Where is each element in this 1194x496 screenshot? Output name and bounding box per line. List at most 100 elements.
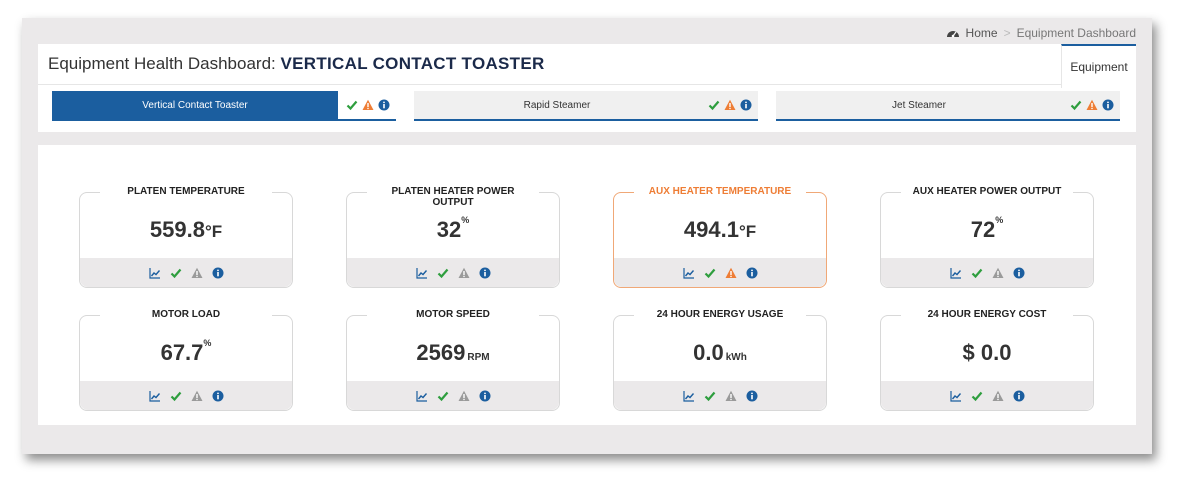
check-icon <box>704 268 715 278</box>
line-chart-icon[interactable] <box>949 390 962 402</box>
info-icon[interactable] <box>746 390 758 402</box>
tab-status-icons <box>346 91 390 119</box>
line-chart-icon[interactable] <box>682 390 695 402</box>
metric-title: 24 HOUR ENERGY USAGE <box>634 309 806 320</box>
metric-tile-aux-heater-temperature[interactable]: AUX HEATER TEMPERATURE 494.1°F <box>613 186 827 288</box>
tab-label: Rapid Steamer <box>523 99 591 111</box>
tab-rapid-steamer[interactable]: Rapid Steamer <box>414 91 758 121</box>
metric-unit: % <box>461 215 470 225</box>
tab-label: Vertical Contact Toaster <box>52 91 338 119</box>
metric-value: 494.1°F <box>614 217 826 243</box>
info-icon[interactable] <box>479 390 491 402</box>
metric-tile-24-hour-energy-usage[interactable]: 24 HOUR ENERGY USAGE 0.0 kWh <box>613 309 827 411</box>
line-chart-icon[interactable] <box>949 267 962 279</box>
warning-icon[interactable] <box>362 99 374 111</box>
dashboard-frame: Home > Equipment Dashboard Equipment Hea… <box>22 18 1152 454</box>
check-icon <box>437 391 448 401</box>
tab-equipment[interactable]: Equipment <box>1061 44 1136 88</box>
tab-jet-steamer[interactable]: Jet Steamer <box>776 91 1120 121</box>
metric-unit: RPM <box>467 352 490 363</box>
dashboard-gauge-icon <box>946 31 959 38</box>
warning-icon[interactable] <box>191 267 203 279</box>
breadcrumb-separator: > <box>1003 26 1011 40</box>
metric-number: 559.8 <box>149 217 205 242</box>
metric-number: $ 0.0 <box>962 340 1012 365</box>
equipment-tabs: Vertical Contact Toaster Rapid Steamer J… <box>52 91 1122 121</box>
info-icon[interactable] <box>378 99 390 111</box>
metric-unit: % <box>203 338 212 348</box>
info-icon[interactable] <box>212 267 224 279</box>
tab-label: Jet Steamer <box>892 99 946 111</box>
tab-status-icons <box>1070 91 1114 119</box>
line-chart-icon[interactable] <box>415 390 428 402</box>
metric-value: 32% <box>347 215 559 243</box>
warning-icon[interactable] <box>725 390 737 402</box>
metric-actions <box>614 381 826 410</box>
info-icon[interactable] <box>479 267 491 279</box>
metrics-panel: PLATEN TEMPERATURE 559.8°F PLATEN HEATER… <box>38 145 1136 425</box>
warning-icon[interactable] <box>992 267 1004 279</box>
check-icon <box>971 391 982 401</box>
page-title: Equipment Health Dashboard: VERTICAL CON… <box>48 54 545 74</box>
check-icon <box>437 268 448 278</box>
warning-icon[interactable] <box>458 267 470 279</box>
metric-number: 72 <box>970 217 996 242</box>
metric-actions <box>347 381 559 410</box>
warning-icon[interactable] <box>1086 99 1098 111</box>
info-icon[interactable] <box>746 267 758 279</box>
line-chart-icon[interactable] <box>148 390 161 402</box>
metric-tile-24-hour-energy-cost[interactable]: 24 HOUR ENERGY COST $ 0.0 <box>880 309 1094 411</box>
metric-title: AUX HEATER POWER OUTPUT <box>901 186 1073 197</box>
warning-icon[interactable] <box>725 267 737 279</box>
check-icon <box>971 268 982 278</box>
metric-unit: °F <box>204 222 223 241</box>
info-icon[interactable] <box>1102 99 1114 111</box>
warning-icon[interactable] <box>458 390 470 402</box>
metric-value: $ 0.0 <box>881 340 1093 366</box>
metric-actions <box>347 258 559 287</box>
breadcrumb-home-link[interactable]: Home <box>965 26 998 40</box>
metric-value: 72% <box>881 215 1093 243</box>
divider <box>38 84 1062 85</box>
check-icon <box>704 391 715 401</box>
metric-number: 494.1 <box>683 217 739 242</box>
metric-title: PLATEN HEATER POWER OUTPUT <box>367 186 539 208</box>
check-icon <box>346 100 358 111</box>
metric-tile-motor-load[interactable]: MOTOR LOAD 67.7% <box>79 309 293 411</box>
warning-icon[interactable] <box>724 99 736 111</box>
info-icon[interactable] <box>212 390 224 402</box>
metric-value: 559.8°F <box>80 217 292 243</box>
metric-value: 0.0 kWh <box>614 340 826 366</box>
metric-tile-aux-heater-power-output[interactable]: AUX HEATER POWER OUTPUT 72% <box>880 186 1094 288</box>
metric-actions <box>80 258 292 287</box>
info-icon[interactable] <box>1013 390 1025 402</box>
line-chart-icon[interactable] <box>415 267 428 279</box>
info-icon[interactable] <box>740 99 752 111</box>
metric-title: PLATEN TEMPERATURE <box>100 186 272 197</box>
line-chart-icon[interactable] <box>682 267 695 279</box>
metric-actions <box>614 258 826 287</box>
metric-actions <box>881 381 1093 410</box>
page-title-prefix: Equipment Health Dashboard: <box>48 54 276 73</box>
check-icon <box>170 268 181 278</box>
metric-tile-motor-speed[interactable]: MOTOR SPEED 2569 RPM <box>346 309 560 411</box>
tab-status-icons <box>708 91 752 119</box>
check-icon <box>1070 100 1082 111</box>
warning-icon[interactable] <box>992 390 1004 402</box>
warning-icon[interactable] <box>191 390 203 402</box>
metric-number: 32 <box>436 217 462 242</box>
info-icon[interactable] <box>1013 267 1025 279</box>
metric-number: 67.7 <box>160 340 204 365</box>
metric-value: 2569 RPM <box>347 340 559 366</box>
metric-title: 24 HOUR ENERGY COST <box>901 309 1073 320</box>
check-icon <box>170 391 181 401</box>
breadcrumb-current: Equipment Dashboard <box>1016 26 1136 40</box>
breadcrumb: Home > Equipment Dashboard <box>946 26 1136 40</box>
metric-unit: % <box>995 215 1004 225</box>
metric-title: MOTOR LOAD <box>100 309 272 320</box>
metric-tile-platen-heater-power-output[interactable]: PLATEN HEATER POWER OUTPUT 32% <box>346 186 560 288</box>
line-chart-icon[interactable] <box>148 267 161 279</box>
metric-actions <box>80 381 292 410</box>
metric-tile-platen-temperature[interactable]: PLATEN TEMPERATURE 559.8°F <box>79 186 293 288</box>
tab-vertical-contact-toaster[interactable]: Vertical Contact Toaster <box>52 91 396 121</box>
